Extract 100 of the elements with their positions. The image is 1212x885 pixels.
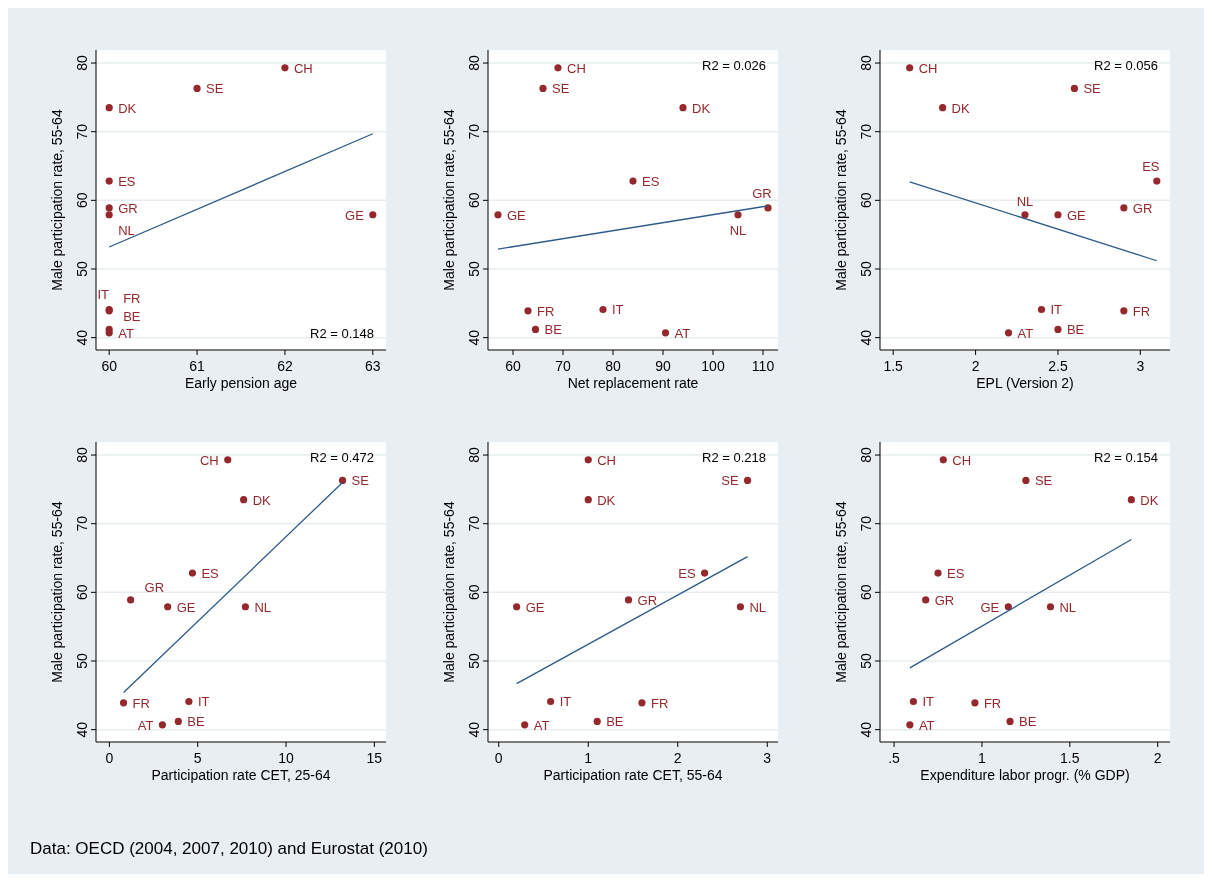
point bbox=[934, 569, 942, 577]
annotation: FR bbox=[132, 695, 150, 711]
x-tick-label: 1.5 bbox=[1060, 750, 1080, 766]
annotation: R2 = 0.218 bbox=[702, 450, 766, 465]
point bbox=[909, 697, 917, 706]
annotation: FR bbox=[650, 695, 669, 711]
point bbox=[939, 456, 947, 464]
point bbox=[127, 596, 135, 604]
annotation: GR bbox=[637, 592, 658, 608]
annotation: SE bbox=[721, 473, 739, 489]
point bbox=[1127, 496, 1135, 504]
point bbox=[539, 84, 547, 93]
annotation: NL bbox=[1059, 599, 1077, 615]
point bbox=[743, 476, 752, 485]
x-tick-label: 2.5 bbox=[1048, 358, 1068, 374]
annotation: AT bbox=[137, 717, 154, 733]
annotation: GR bbox=[1132, 200, 1153, 216]
point bbox=[547, 697, 555, 706]
annotation: DK bbox=[118, 100, 137, 116]
point bbox=[105, 329, 113, 337]
point bbox=[105, 211, 113, 219]
annotation: ES bbox=[947, 566, 965, 582]
annotation: IT bbox=[922, 694, 935, 710]
x-tick-label: 110 bbox=[751, 358, 775, 374]
annotation: FR bbox=[983, 695, 1002, 711]
y-tick-label: 60 bbox=[466, 192, 482, 209]
point bbox=[971, 699, 979, 707]
annotation: CH bbox=[567, 60, 586, 76]
annotation: BE bbox=[187, 714, 205, 730]
annotation: AT bbox=[918, 717, 935, 733]
annotation: DK bbox=[1140, 492, 1159, 508]
annotation: BE bbox=[606, 714, 624, 730]
y-tick-label: 40 bbox=[74, 721, 90, 738]
point bbox=[554, 64, 562, 72]
x-tick-label: 10 bbox=[278, 750, 295, 766]
y-axis-title: Male participation rate, 55-64 bbox=[833, 109, 849, 291]
x-tick-label: 2 bbox=[1153, 750, 1162, 766]
point bbox=[119, 699, 128, 707]
x-tick-label: 2 bbox=[971, 358, 980, 374]
y-tick-label: 60 bbox=[858, 584, 874, 601]
x-tick-label: 1 bbox=[978, 750, 987, 766]
annotation: SE bbox=[552, 81, 570, 97]
point bbox=[679, 104, 687, 112]
x-tick-label: 90 bbox=[655, 358, 671, 374]
point bbox=[193, 84, 201, 93]
y-tick-label: 40 bbox=[858, 721, 874, 738]
y-tick-label: 80 bbox=[466, 447, 482, 463]
y-axis-title: Male participation rate, 55-64 bbox=[49, 109, 65, 291]
annotation: NL bbox=[118, 222, 135, 238]
point bbox=[1120, 204, 1128, 212]
annotation: DK bbox=[692, 100, 711, 116]
x-tick-label: 0 bbox=[105, 750, 114, 766]
annotation: GE bbox=[525, 599, 545, 615]
annotation: CH bbox=[293, 60, 313, 76]
point bbox=[338, 476, 347, 485]
annotation: BE bbox=[544, 322, 563, 338]
point bbox=[240, 496, 248, 504]
x-axis-title: EPL (Version 2) bbox=[976, 375, 1074, 391]
annotation: AT bbox=[1017, 325, 1034, 341]
point bbox=[734, 211, 742, 219]
point bbox=[1006, 717, 1014, 726]
y-tick-label: 50 bbox=[858, 261, 874, 277]
point bbox=[599, 305, 607, 314]
x-tick-label: 3 bbox=[1136, 358, 1145, 374]
annotation: GR bbox=[752, 185, 772, 201]
x-tick-label: 60 bbox=[101, 358, 118, 374]
y-tick-label: 40 bbox=[74, 329, 90, 346]
y-tick-label: 70 bbox=[466, 123, 482, 140]
x-tick-label: 63 bbox=[365, 358, 381, 374]
annotation: CH bbox=[597, 452, 617, 468]
x-tick-label: 70 bbox=[555, 358, 571, 374]
x-axis-title: Participation rate CET, 55-64 bbox=[543, 767, 723, 783]
point bbox=[188, 569, 197, 577]
y-tick-label: 50 bbox=[466, 261, 482, 277]
annotation: SE bbox=[1034, 473, 1053, 489]
point bbox=[638, 699, 646, 707]
annotation: FR bbox=[123, 290, 141, 306]
annotation: R2 = 0.056 bbox=[1094, 58, 1158, 73]
x-tick-label: .5 bbox=[888, 750, 901, 766]
y-tick-label: 50 bbox=[74, 653, 90, 669]
text: Data: OECD (2004, 2007, 2010) and Eurostat (2010) bbox=[30, 839, 428, 858]
point bbox=[281, 64, 289, 72]
annotation: SE bbox=[351, 473, 370, 489]
point bbox=[185, 697, 193, 706]
point bbox=[513, 603, 521, 611]
annotation: R2 = 0.148 bbox=[310, 326, 374, 341]
x-tick-label: 15 bbox=[366, 750, 383, 766]
annotation: GR bbox=[144, 579, 165, 595]
point bbox=[736, 603, 745, 611]
annotation: DK bbox=[597, 492, 616, 508]
point bbox=[939, 104, 947, 112]
annotation: NL bbox=[749, 599, 767, 615]
y-tick-label: 70 bbox=[74, 123, 90, 140]
annotation: AT bbox=[533, 717, 550, 733]
point bbox=[1004, 603, 1012, 611]
x-axis-title: Net replacement rate bbox=[567, 375, 699, 391]
point bbox=[1054, 211, 1062, 219]
annotation: CH bbox=[918, 60, 938, 76]
point bbox=[369, 211, 377, 219]
annotation: GE bbox=[1066, 207, 1087, 223]
